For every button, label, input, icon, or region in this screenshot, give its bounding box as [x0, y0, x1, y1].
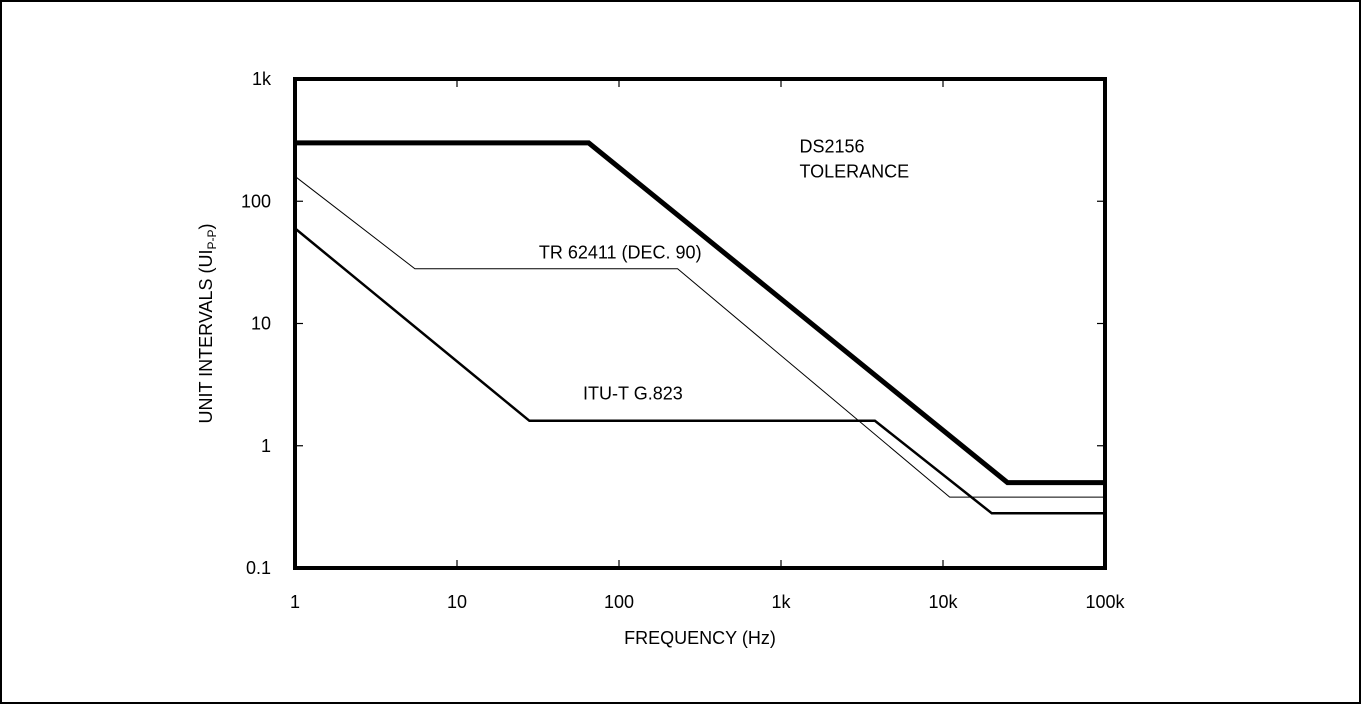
ticks-layer	[294, 78, 1106, 569]
series-label-tr62411: TR 62411 (DEC. 90)	[539, 243, 702, 263]
y-axis-label: UNIT INTERVALS (UIP-P)	[196, 223, 219, 423]
series-label-line: TOLERANCE	[799, 162, 909, 182]
series-label-line: DS2156	[799, 137, 864, 157]
y-tick-label: 10	[251, 314, 271, 334]
y-axis-label-close: )	[196, 223, 216, 229]
x-tick-label: 10k	[928, 592, 958, 612]
x-tick-label: 10	[447, 592, 467, 612]
x-axis-label: FREQUENCY (Hz)	[624, 628, 776, 648]
tick-labels-layer: 1 10 100 1k 10k 100k 0.1 1 10 100 1k	[241, 69, 1126, 612]
x-tick-label: 1k	[771, 592, 791, 612]
series-layer	[294, 140, 1105, 515]
y-axis-label-subscript: P-P	[205, 229, 219, 249]
series-line-ds2156	[295, 140, 1105, 486]
y-tick-label: 1k	[252, 69, 272, 89]
series-labels-layer: DS2156 TOLERANCE TR 62411 (DEC. 90) ITU-T G…	[539, 137, 909, 404]
y-axis-label-main: UNIT INTERVALS (UI	[196, 249, 216, 423]
y-tick-label: 0.1	[246, 558, 271, 578]
series-label-g823: ITU-T G.823	[583, 383, 683, 403]
series-label-line: ITU-T G.823	[583, 383, 683, 403]
y-tick-label: 1	[261, 436, 271, 456]
series-line-tr62411	[294, 175, 1105, 498]
series-label-line: TR 62411 (DEC. 90)	[539, 243, 702, 263]
x-tick-label: 100	[604, 592, 634, 612]
x-tick-label: 100k	[1085, 592, 1125, 612]
series-label-ds2156: DS2156 TOLERANCE	[799, 137, 909, 182]
y-tick-label: 100	[241, 191, 271, 211]
series-line-g823	[294, 227, 1105, 515]
plot-area-border	[293, 77, 1107, 570]
x-tick-label: 1	[290, 592, 300, 612]
